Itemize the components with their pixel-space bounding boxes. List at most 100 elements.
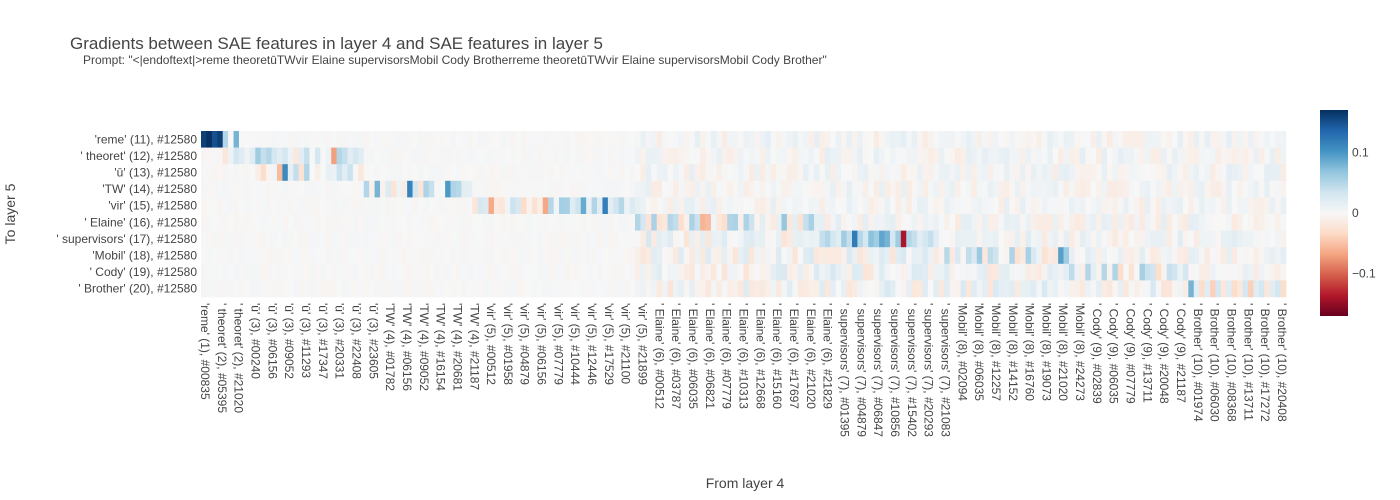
heatmap-cell	[873, 230, 880, 248]
heatmap-cell	[683, 263, 690, 281]
heatmap-cell	[895, 247, 902, 265]
heatmap-cell	[455, 197, 462, 215]
heatmap-cell	[1090, 147, 1097, 165]
heatmap-cell	[1188, 214, 1195, 231]
heatmap-cell	[418, 164, 424, 182]
heatmap-cell	[1253, 280, 1260, 298]
heatmap-cell	[1058, 247, 1064, 265]
heatmap-cell	[217, 280, 223, 298]
heatmap-cell	[1079, 280, 1086, 298]
heatmap-cell	[1237, 164, 1243, 182]
heatmap-cell	[873, 214, 880, 231]
heatmap-cell	[754, 147, 761, 165]
heatmap-cell	[1155, 180, 1162, 198]
heatmap-cell	[369, 230, 375, 248]
heatmap-cell	[786, 230, 793, 248]
heatmap-cell	[700, 197, 706, 215]
heatmap-cell	[439, 180, 446, 198]
heatmap-cell	[781, 230, 788, 248]
heatmap-cell	[1036, 131, 1043, 148]
heatmap-cell	[786, 214, 793, 231]
heatmap-cell	[895, 197, 902, 215]
heatmap-cell	[1106, 263, 1113, 281]
heatmap-cell	[765, 164, 771, 182]
heatmap-cell	[808, 214, 815, 231]
heatmap-cell	[1041, 197, 1048, 215]
heatmap-cell	[835, 247, 842, 265]
heatmap-cell	[472, 214, 478, 231]
heatmap-cell	[1248, 147, 1254, 165]
heatmap-cell	[830, 230, 837, 248]
heatmap-cell	[1031, 263, 1037, 281]
heatmap-cell	[222, 131, 229, 148]
heatmap-cell	[765, 263, 771, 281]
heatmap-cell	[618, 230, 625, 248]
heatmap-cell	[949, 131, 956, 148]
heatmap-cell	[445, 230, 451, 248]
heatmap-cell	[309, 247, 316, 265]
heatmap-cell	[602, 147, 609, 165]
heatmap-cell	[428, 197, 435, 215]
heatmap-cell	[374, 180, 381, 198]
heatmap-cell	[331, 197, 337, 215]
heatmap-cell	[1155, 164, 1162, 182]
heatmap-cell	[1069, 263, 1075, 281]
heatmap-cell	[412, 164, 419, 182]
heatmap-cell	[955, 280, 961, 298]
heatmap-cell	[846, 280, 853, 298]
heatmap-cell	[993, 147, 999, 165]
heatmap-cell	[1155, 131, 1162, 148]
heatmap-cell	[976, 197, 983, 215]
heatmap-cell	[862, 230, 869, 248]
heatmap-cell	[998, 180, 1005, 198]
heatmap-cell	[407, 214, 413, 231]
heatmap-cell	[927, 164, 934, 182]
heatmap-cell	[591, 214, 598, 231]
heatmap-cell	[678, 164, 685, 182]
heatmap-cell	[678, 180, 685, 198]
heatmap-cell	[640, 230, 647, 248]
heatmap-cell	[228, 263, 234, 281]
heatmap-cell	[933, 131, 940, 148]
heatmap-cell	[1210, 230, 1216, 248]
heatmap-cell	[586, 147, 592, 165]
heatmap-cell	[439, 230, 446, 248]
heatmap-cell	[1052, 164, 1059, 182]
heatmap-cell	[765, 214, 771, 231]
heatmap-cell	[222, 247, 229, 265]
heatmap-cell	[846, 131, 853, 148]
heatmap-cell	[309, 214, 316, 231]
heatmap-cell	[917, 263, 923, 281]
heatmap-cell	[1150, 280, 1157, 298]
heatmap-cell	[1193, 180, 1200, 198]
heatmap-cell	[238, 263, 245, 281]
heatmap-cell	[944, 263, 950, 281]
heatmap-cell	[493, 230, 500, 248]
heatmap-cell	[1090, 131, 1097, 148]
heatmap-cell	[1231, 197, 1238, 215]
heatmap-cell	[244, 280, 251, 298]
heatmap-cell	[656, 147, 663, 165]
heatmap-cell	[1117, 263, 1124, 281]
heatmap-cell	[1172, 263, 1178, 281]
heatmap-cell	[347, 247, 354, 265]
heatmap-cell	[369, 147, 375, 165]
heatmap-cell	[591, 230, 598, 248]
heatmap-cell	[1025, 263, 1032, 281]
heatmap-cell	[342, 214, 348, 231]
heatmap-cell	[727, 280, 733, 298]
heatmap-cell	[900, 131, 907, 148]
heatmap-cell	[1166, 131, 1173, 148]
heatmap-cell	[461, 247, 468, 265]
heatmap-cell	[656, 247, 663, 265]
heatmap-cell	[884, 180, 891, 198]
heatmap-cell	[450, 197, 457, 215]
heatmap-cell	[1264, 214, 1271, 231]
heatmap-cell	[683, 230, 690, 248]
heatmap-cell	[624, 180, 630, 198]
heatmap-cell	[455, 263, 462, 281]
heatmap-cell	[217, 214, 223, 231]
heatmap-cell	[797, 280, 804, 298]
heatmap-cell	[575, 131, 582, 148]
heatmap-cell	[201, 131, 207, 148]
